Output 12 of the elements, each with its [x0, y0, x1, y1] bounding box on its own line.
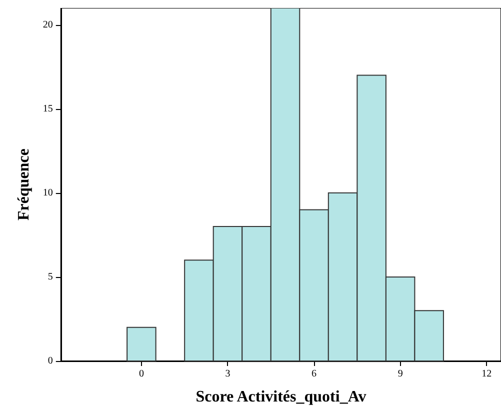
x-tick-label: 6 — [312, 368, 317, 380]
x-tick-label: 9 — [398, 368, 403, 380]
y-tick-label: 0 — [48, 356, 53, 366]
x-tick-label: 3 — [225, 368, 230, 380]
x-axis-title: Score Activités_quoti_Av — [196, 388, 366, 406]
y-axis-title: Fréquence — [16, 148, 32, 220]
x-tick-label: 12 — [482, 368, 492, 380]
y-tick-label: 10 — [42, 187, 53, 198]
y-tick-label: 20 — [42, 19, 53, 30]
y-tick-label: 15 — [42, 103, 53, 114]
y-tick-label: 5 — [48, 271, 53, 282]
x-tick-label: 0 — [138, 368, 144, 380]
